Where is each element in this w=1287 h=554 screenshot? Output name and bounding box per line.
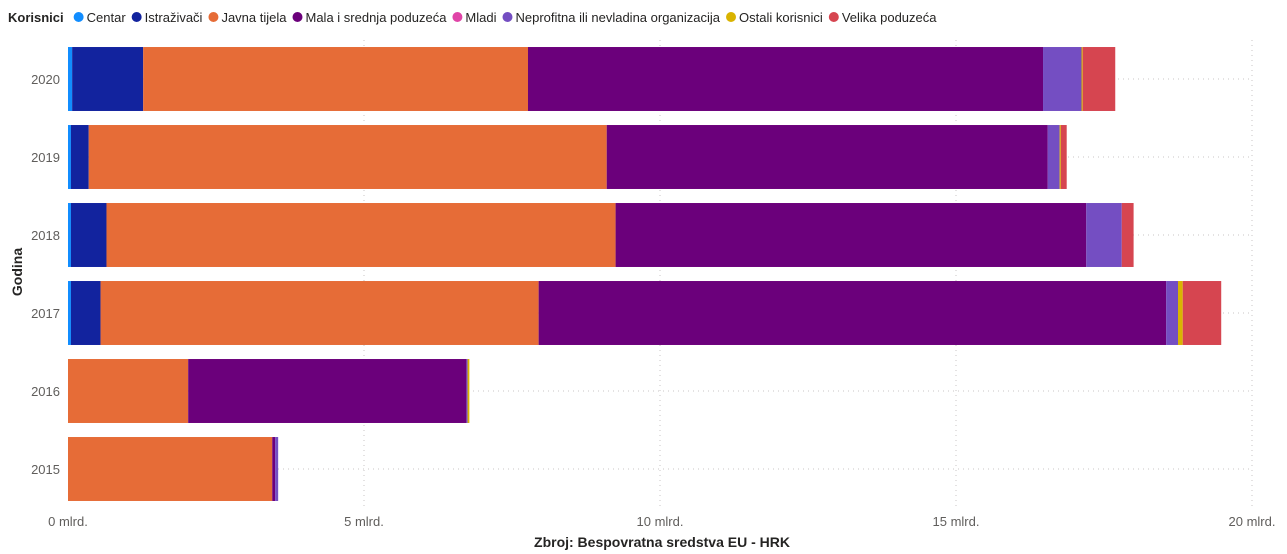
bar-segment-2016[interactable] [188,359,467,423]
legend-item: Ostali korisnici [739,10,823,25]
bar-segment-2020[interactable] [1082,47,1116,111]
bars [68,47,1222,501]
y-tick-label: 2017 [31,306,60,321]
bar-segment-2015[interactable] [275,437,279,501]
legend-marker [73,12,84,22]
bar-segment-2016[interactable] [68,359,189,423]
bar-segment-2019[interactable] [88,125,607,189]
bar-segment-2017[interactable] [68,281,71,345]
y-tick-label: 2015 [31,462,60,477]
legend-item: Mala i srednja poduzeća [306,10,448,25]
bar-segment-2018[interactable] [106,203,616,267]
bar-segment-2017[interactable] [100,281,539,345]
legend-item: Centar [87,10,127,25]
bar-segment-2017[interactable] [1178,281,1183,345]
x-tick-label: 10 mlrd. [637,514,684,529]
bar-segment-2019[interactable] [70,125,89,189]
y-tick-label: 2018 [31,228,60,243]
bar-segment-2019[interactable] [1059,125,1061,189]
legend-item: Velika poduzeća [842,10,937,25]
bar-segment-2020[interactable] [72,47,144,111]
bar-segment-2020[interactable] [143,47,528,111]
legend-marker [726,12,737,22]
legend-marker [208,12,219,22]
legend-marker [131,12,142,22]
legend: Korisnici Centar Istraživači Javna tijela M… [8,10,937,25]
bar-segment-2019[interactable] [1047,125,1060,189]
bar-segment-2019[interactable] [68,125,71,189]
legend-title: Korisnici [8,10,64,25]
bar-segment-2015[interactable] [68,437,273,501]
bar-segment-2017[interactable] [538,281,1167,345]
bar-segment-2018[interactable] [70,203,107,267]
bar-segment-2018[interactable] [615,203,1087,267]
legend-item: Javna tijela [221,10,287,25]
legend-marker [292,12,303,22]
x-tick-label: 20 mlrd. [1229,514,1276,529]
bar-segment-2017[interactable] [70,281,101,345]
legend-item: Mladi [465,10,496,25]
y-tick-label: 2016 [31,384,60,399]
y-tick-label: 2019 [31,150,60,165]
bar-segment-2018[interactable] [1086,203,1122,267]
x-tick-label: 5 mlrd. [344,514,384,529]
bar-segment-2016[interactable] [467,359,470,423]
legend-marker [502,12,513,22]
x-tick-label: 15 mlrd. [933,514,980,529]
bar-segment-2020[interactable] [68,47,73,111]
bar-segment-2017[interactable] [1166,281,1178,345]
bar-segment-2016[interactable] [466,359,468,423]
y-axis-title: Godina [9,248,25,296]
bar-segment-2020[interactable] [1043,47,1082,111]
bar-segment-2020[interactable] [1081,47,1083,111]
bar-segment-2015[interactable] [272,437,276,501]
gridlines [68,40,1253,508]
x-tick-label: 0 mlrd. [48,514,88,529]
legend-item: Istraživači [145,10,203,25]
legend-marker [452,12,463,22]
x-axis-ticks: 0 mlrd. 5 mlrd. 10 mlrd. 15 mlrd. 20 mlrd. [48,514,1275,529]
y-axis-ticks: 2020 2019 2018 2017 2016 2015 [31,72,60,477]
y-tick-label: 2020 [31,72,60,87]
bar-segment-2018[interactable] [1121,203,1134,267]
bar-segment-2017[interactable] [1182,281,1222,345]
legend-item: Neprofitna ili nevladina organizacija [516,10,721,25]
bar-segment-2019[interactable] [1060,125,1067,189]
bar-segment-2018[interactable] [68,203,71,267]
bar-segment-2019[interactable] [606,125,1048,189]
x-axis-title: Zbroj: Bespovratna sredstva EU - HRK [534,534,790,550]
bar-segment-2020[interactable] [527,47,1044,111]
legend-marker [828,12,839,22]
